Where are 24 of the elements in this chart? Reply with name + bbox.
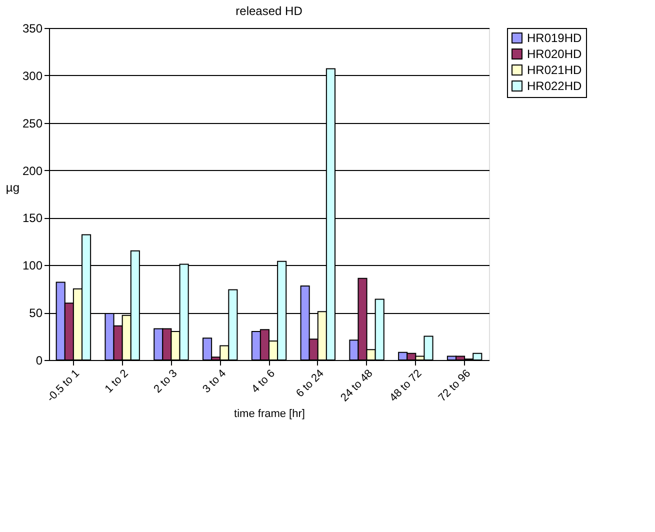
y-tick-label: 50 [29,306,43,320]
x-tick-label: -0.5 to 1 [44,368,82,405]
x-tick-label: 3 to 4 [200,368,229,396]
y-tick-label: 100 [22,258,43,273]
x-tick-label: 4 to 6 [250,368,278,396]
x-tick-label: 24 to 48 [338,368,376,404]
y-tick-label: 350 [22,22,43,36]
x-axis-title: time frame [hr] [234,408,305,420]
y-tick-label: 200 [22,164,43,178]
y-tick-label: 0 [36,354,43,368]
x-tick-label: 72 to 96 [436,368,474,404]
legend-label: HR022HD [527,79,582,93]
y-axis-title: µg [6,180,20,194]
x-tick-label: 2 to 3 [152,368,180,396]
legend-label: HR020HD [527,47,582,61]
y-tick-label: 300 [22,68,43,83]
y-tick-label: 150 [22,211,43,226]
x-tick-label: 48 to 72 [388,368,424,404]
y-tick-label: 250 [22,116,43,130]
legend-label: HR021HD [527,63,582,77]
x-tick-label: 6 to 24 [294,368,326,400]
legend-label: HR019HD [527,31,582,45]
chart-title: released HD [236,4,303,18]
x-tick-label: 1 to 2 [102,368,131,396]
